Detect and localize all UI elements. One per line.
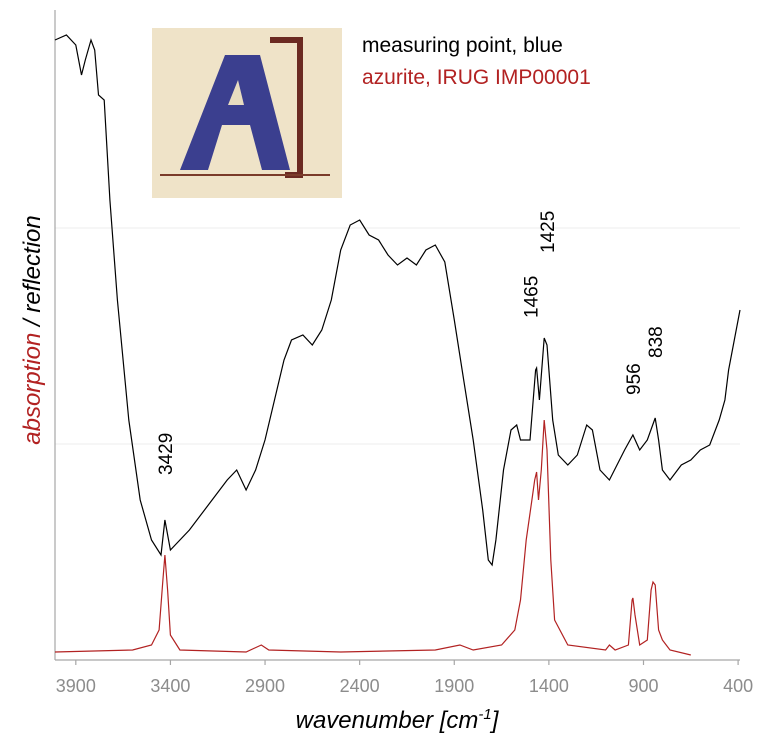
peak-label: 3429 (156, 433, 177, 475)
y-axis-title: absorption / reflection (19, 215, 46, 444)
peak-label: 956 (624, 363, 645, 395)
legend-label: azurite, IRUG IMP00001 (362, 66, 591, 89)
thumbnail-letter (180, 55, 290, 170)
peak-label: 1425 (538, 211, 559, 253)
thumbnail (152, 28, 342, 198)
x-axis-title-sup: -1 (478, 706, 491, 723)
x-tick-label: 3400 (150, 676, 190, 696)
x-tick-label: 2900 (245, 676, 285, 696)
x-tick-label: 1900 (434, 676, 474, 696)
x-axis-title: wavenumber [cm-1] (296, 706, 500, 734)
x-tick-label: 2400 (340, 676, 380, 696)
x-tick-label: 900 (628, 676, 658, 696)
y-axis-title-first: absorption (19, 333, 46, 445)
peak-label: 838 (646, 326, 667, 358)
x-axis-title-text: wavenumber [cm (296, 707, 479, 734)
x-tick-label: 400 (723, 676, 753, 696)
x-axis-title-end: ] (490, 707, 500, 734)
x-tick-label: 3900 (56, 676, 96, 696)
thumbnail-letter-hole (228, 80, 244, 105)
series-line (54, 34, 741, 567)
series-line (54, 419, 691, 656)
legend-label: measuring point, blue (362, 34, 563, 57)
y-axis-title-second: / reflection (19, 215, 46, 332)
peak-label: 1465 (522, 276, 543, 318)
x-tick-label: 1400 (529, 676, 569, 696)
